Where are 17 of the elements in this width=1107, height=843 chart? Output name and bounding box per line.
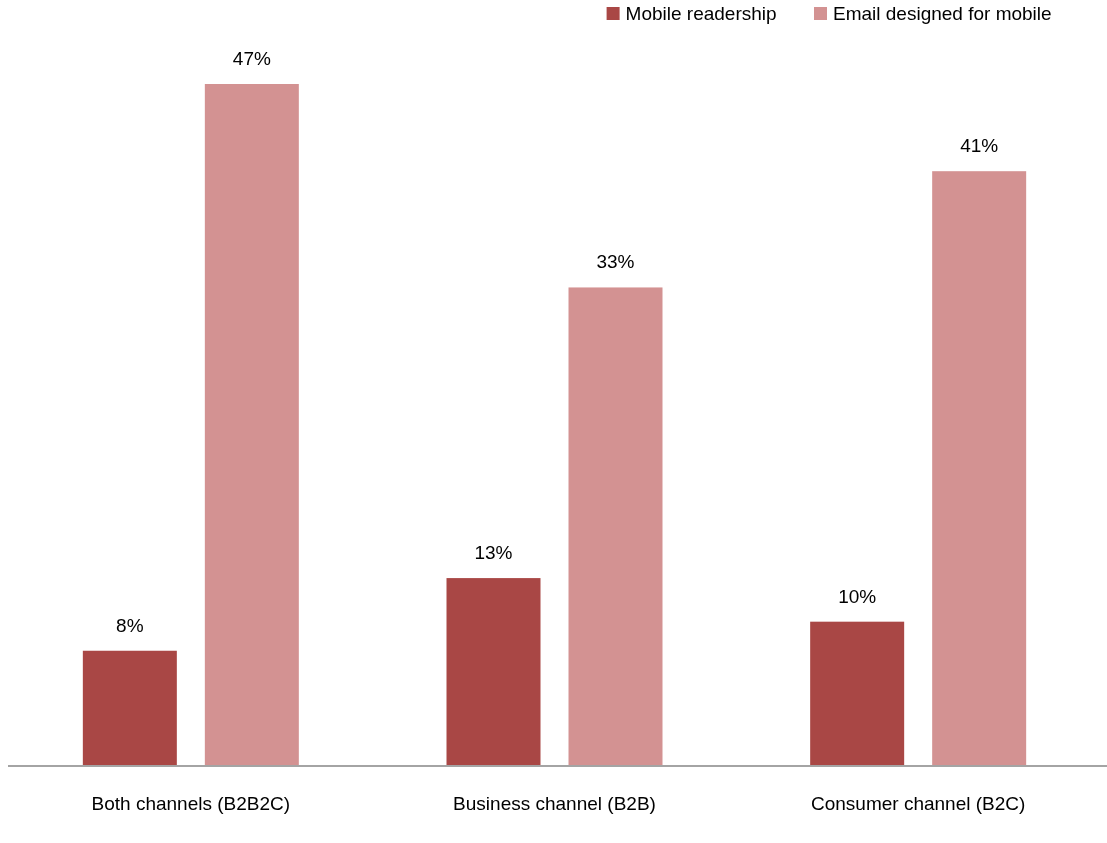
legend-label: Mobile readership [625,3,777,24]
bar [808,619,907,767]
data-label: 10% [838,585,877,607]
bar [80,648,179,767]
x-tick-label: Business channel (B2B) [453,793,656,814]
bar [444,576,543,767]
data-label: 47% [232,48,271,69]
bar [566,285,665,767]
x-tick-label: Both channels (B2B2C) [91,793,291,814]
data-label: 41% [960,135,999,157]
legend-label: Email designed for mobile [833,3,1052,24]
x-tick-label: Consumer channel (B2C) [810,793,1026,814]
data-label: 33% [596,251,635,273]
bar [202,82,301,767]
bar [930,169,1029,767]
data-label: 13% [474,542,513,564]
data-label: 8% [116,614,144,636]
